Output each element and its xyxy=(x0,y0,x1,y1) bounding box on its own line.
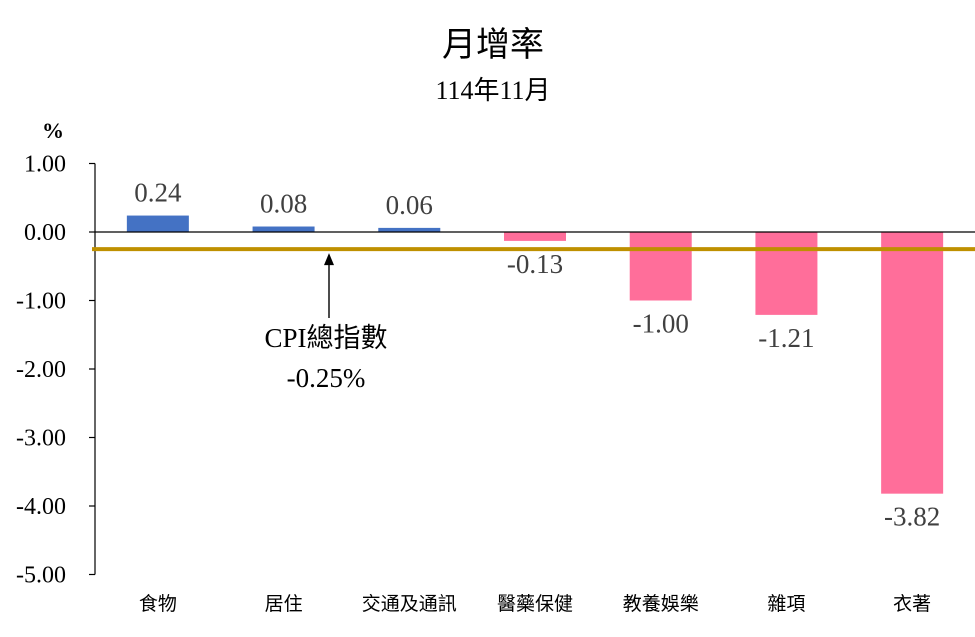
y-tick-label: -5.00 xyxy=(16,563,66,589)
category-label: 居住 xyxy=(265,593,303,615)
category-label: 教養娛樂 xyxy=(623,593,699,615)
bar xyxy=(881,232,944,494)
data-label: -3.82 xyxy=(884,502,940,532)
bar xyxy=(755,232,818,315)
y-tick-label: -3.00 xyxy=(16,426,66,452)
category-label: 雜項 xyxy=(767,593,805,615)
category-labels: 食物 居住 交通及通訊 醫藥保健 教養娛樂 雜項 衣著 xyxy=(139,593,931,615)
chart-title: 月增率 xyxy=(442,25,544,65)
cpi-annotation-value: -0.25% xyxy=(287,363,366,393)
category-label: 衣著 xyxy=(893,593,931,615)
category-label: 醫藥保健 xyxy=(497,593,573,615)
y-tick-label: -4.00 xyxy=(16,494,66,520)
category-label: 食物 xyxy=(139,593,177,615)
bar xyxy=(378,227,441,232)
bar xyxy=(126,215,189,232)
y-tick-label: 0.00 xyxy=(24,220,66,246)
y-axis-ticks: 1.00 0.00 -1.00 -2.00 -3.00 -4.00 -5.00 xyxy=(16,152,95,589)
cpi-annotation: CPI總指數 -0.25% xyxy=(264,253,388,393)
data-label: 0.08 xyxy=(260,189,307,219)
bars xyxy=(126,215,944,494)
y-tick-label: 1.00 xyxy=(24,152,66,178)
category-label: 交通及通訊 xyxy=(362,593,457,615)
y-tick-label: -2.00 xyxy=(16,357,66,383)
y-axis-unit-label: % xyxy=(42,118,64,143)
data-label: 0.06 xyxy=(386,190,433,220)
y-tick-label: -1.00 xyxy=(16,289,66,315)
data-label: -1.21 xyxy=(758,323,814,353)
bar xyxy=(629,232,692,301)
data-label: -1.00 xyxy=(633,309,689,339)
chart-subtitle: 114年11月 xyxy=(435,76,550,105)
annotation-arrow-head xyxy=(324,253,334,266)
bar xyxy=(252,226,315,232)
data-label: -0.13 xyxy=(507,249,563,279)
data-labels: 0.24 0.08 0.06 -0.13 -1.00 -1.21 -3.82 xyxy=(134,178,940,532)
cpi-annotation-label: CPI總指數 xyxy=(264,323,387,353)
data-label: 0.24 xyxy=(134,178,182,208)
bar xyxy=(504,232,566,241)
